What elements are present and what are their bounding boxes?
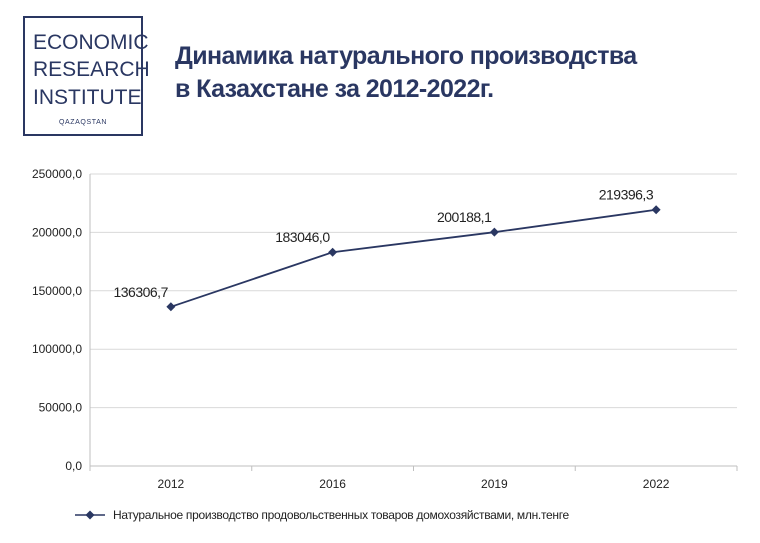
logo-subtitle: QAZAQSTAN bbox=[58, 119, 108, 126]
data-labels: 136306,7 183046,0 200188,1 219396,3 bbox=[113, 187, 654, 300]
data-point-marker bbox=[328, 247, 338, 257]
y-tick-label: 0,0 bbox=[65, 459, 82, 473]
data-label: 200188,1 bbox=[437, 209, 492, 225]
y-axis-ticks: 0,0 50000,0 100000,0 150000,0 200000,0 250000… bbox=[32, 167, 82, 473]
data-label: 136306,7 bbox=[113, 284, 168, 300]
chart-title: Динамика натурального производства в Каз… bbox=[175, 40, 637, 106]
chart-title-line-1: Динамика натурального производства bbox=[175, 42, 637, 70]
y-tick-label: 50000,0 bbox=[39, 401, 83, 415]
y-tick-label: 250000,0 bbox=[32, 167, 82, 181]
data-label: 219396,3 bbox=[599, 187, 654, 203]
institute-logo: ECONOMIC RESEARCH INSTITUTE QAZAQSTAN bbox=[23, 16, 150, 136]
y-tick-label: 200000,0 bbox=[32, 225, 82, 239]
data-point-marker bbox=[489, 227, 499, 237]
data-label: 183046,0 bbox=[275, 229, 330, 245]
series-layer bbox=[166, 205, 661, 312]
series-line bbox=[170, 208, 657, 308]
legend-label: Натуральное производство продовольственн… bbox=[113, 508, 569, 522]
data-point-marker bbox=[166, 302, 176, 312]
x-tick-label: 2012 bbox=[158, 477, 185, 491]
logo-line-1: ECONOMIC bbox=[33, 31, 149, 54]
grid-lines bbox=[89, 173, 737, 467]
legend-marker bbox=[75, 510, 105, 520]
x-tick-label: 2019 bbox=[481, 477, 508, 491]
y-tick-label: 100000,0 bbox=[32, 342, 82, 356]
logo-line-2: RESEARCH bbox=[33, 58, 150, 81]
x-axis-ticks: 2012 2016 2019 2022 bbox=[89, 466, 738, 491]
logo-line-3: INSTITUTE bbox=[33, 86, 142, 109]
data-point-marker bbox=[651, 205, 661, 215]
x-tick-label: 2016 bbox=[319, 477, 346, 491]
chart-title-line-2: в Казахстане за 2012-2022г. bbox=[175, 75, 494, 103]
legend: Натуральное производство продовольственн… bbox=[75, 508, 569, 522]
y-tick-label: 150000,0 bbox=[32, 284, 82, 298]
x-tick-label: 2022 bbox=[643, 477, 670, 491]
